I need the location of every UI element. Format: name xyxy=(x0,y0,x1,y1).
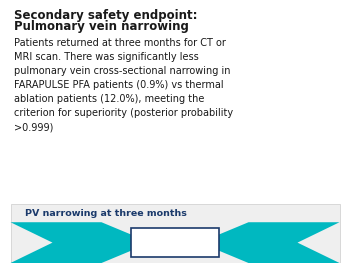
Text: Patients returned at three months for CT or
MRI scan. There was significantly le: Patients returned at three months for CT… xyxy=(14,38,233,132)
Text: Pulmonary vein narrowing: Pulmonary vein narrowing xyxy=(14,20,189,33)
FancyBboxPatch shape xyxy=(10,204,340,263)
Polygon shape xyxy=(199,222,340,263)
Polygon shape xyxy=(10,222,150,263)
Text: PV narrowing at three months: PV narrowing at three months xyxy=(25,209,186,218)
Text: Secondary safety endpoint:: Secondary safety endpoint: xyxy=(14,9,197,22)
FancyBboxPatch shape xyxy=(131,228,219,257)
